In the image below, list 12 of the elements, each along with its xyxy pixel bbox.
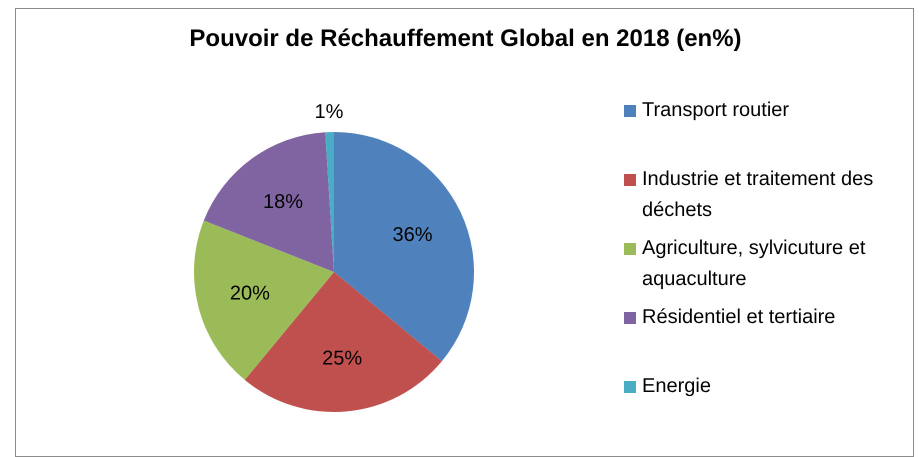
legend-label: Transport routier (642, 98, 790, 123)
data-label: 20% (230, 282, 270, 305)
data-label: 36% (392, 224, 433, 246)
legend-label: Agriculture, sylvicuture et aquaculture (642, 236, 866, 292)
data-label: 18% (262, 190, 304, 213)
chart-title: Pouvoir de Réchauffement Global en 2018 (en%) (188, 25, 743, 53)
legend-label: Industrie et traitement des déchets (642, 167, 874, 223)
pie-slice (204, 132, 334, 272)
data-label: 25% (322, 347, 362, 370)
legend-label: Energie (642, 374, 712, 399)
legend-label: Résidentiel et tertiaire (642, 305, 836, 330)
data-label: 1% (314, 101, 344, 124)
